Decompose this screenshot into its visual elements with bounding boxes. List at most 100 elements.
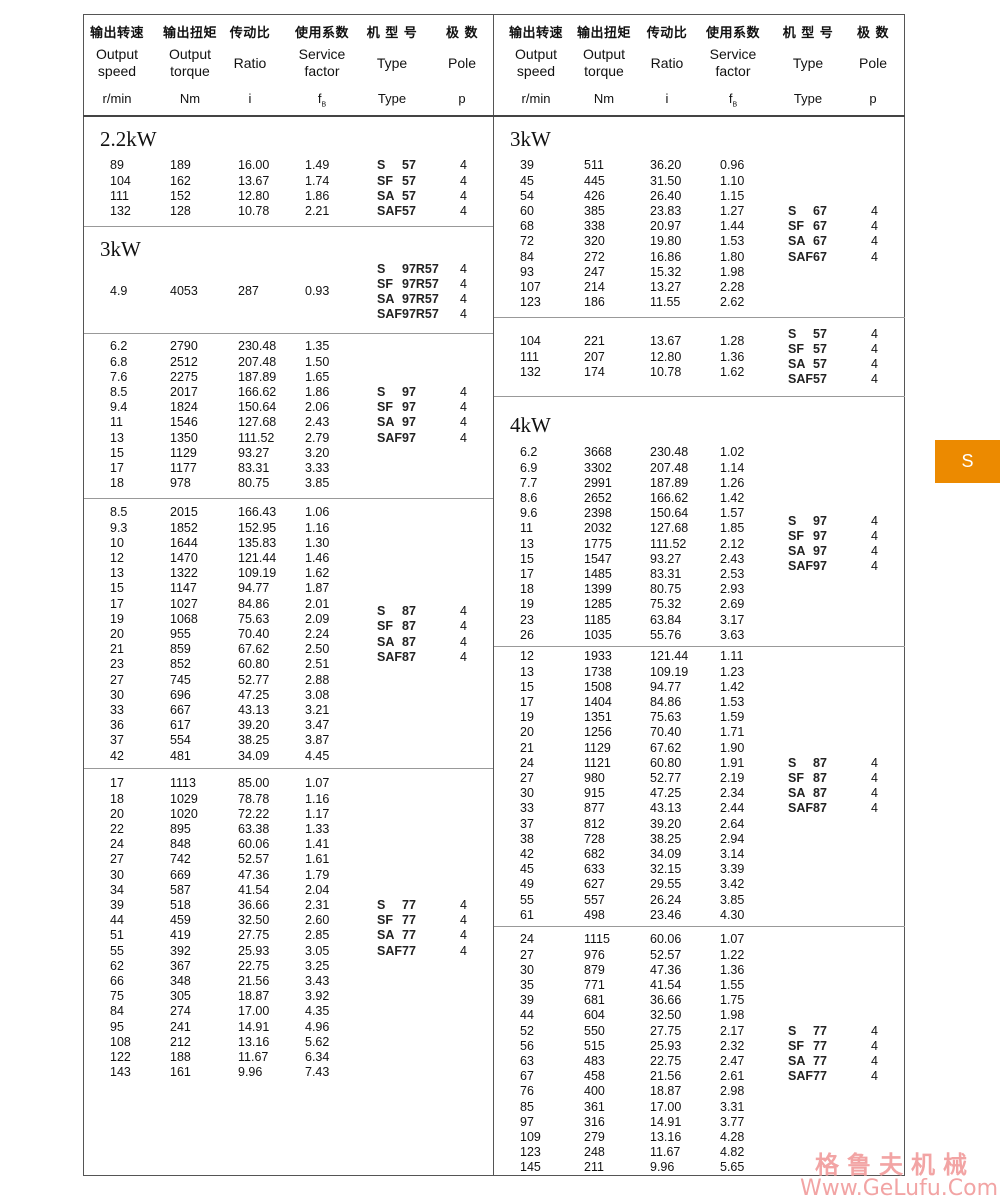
unit-label: i: [248, 91, 252, 106]
cell-speed: 15: [520, 679, 534, 694]
cell-torque: 498: [584, 907, 605, 922]
cell-speed: 24: [110, 837, 124, 852]
cell-ratio: 39.20: [650, 816, 682, 831]
cell-ratio: 18.87: [650, 1084, 682, 1099]
cell-service-factor: 2.61: [720, 1069, 745, 1084]
cell-torque: 848: [170, 837, 191, 852]
cell-speed: 9.4: [110, 400, 128, 415]
cell-ratio: 32.50: [238, 913, 270, 928]
type-size: 97: [402, 400, 416, 415]
cell-speed: 72: [520, 234, 534, 249]
cell-ratio: 70.40: [650, 725, 682, 740]
type-prefix: SAF: [377, 943, 402, 958]
pole-value: 4: [460, 173, 467, 188]
cell-service-factor: 3.77: [720, 1114, 745, 1129]
cell-torque: 915: [584, 786, 605, 801]
type-code: SA 57: [788, 357, 827, 372]
type-prefix: SF: [377, 173, 393, 188]
cell-speed: 132: [110, 204, 131, 218]
cell-speed: 6.2: [110, 339, 128, 354]
type-prefix: SA: [377, 292, 395, 306]
type-size: 87: [813, 771, 827, 785]
cell-speed: 108: [110, 1034, 131, 1049]
type-size: 77: [402, 928, 416, 943]
type-code: SA 87: [377, 635, 416, 650]
cell-ratio: 13.27: [650, 280, 682, 294]
cell-ratio: 187.89: [650, 475, 689, 490]
type-code: SA 97: [788, 544, 827, 559]
cell-service-factor: 2.53: [720, 567, 745, 581]
cell-speed: 123: [520, 295, 541, 310]
cell-speed: 45: [520, 862, 534, 877]
cell-ratio: 63.38: [238, 822, 270, 836]
pole-value: 4: [460, 430, 467, 445]
cell-service-factor: 3.92: [305, 989, 330, 1004]
header-en-line: Service: [709, 46, 757, 62]
cell-torque: 1020: [170, 806, 198, 821]
cell-service-factor: 1.23: [720, 664, 745, 679]
cell-speed: 9.3: [110, 520, 128, 535]
cell-ratio: 207.48: [650, 460, 689, 475]
cell-ratio: 41.54: [650, 978, 682, 992]
cell-service-factor: 1.33: [305, 822, 330, 836]
cell-torque: 1933: [584, 649, 612, 664]
type-prefix: SAF: [377, 204, 402, 218]
cell-service-factor: 3.33: [305, 461, 330, 475]
cell-speed: 55: [110, 943, 124, 958]
cell-torque: 241: [170, 1019, 191, 1034]
pole-value: 4: [460, 292, 467, 306]
cell-speed: 11: [110, 415, 123, 430]
header-en-line: Output: [514, 46, 558, 62]
cell-speed: 104: [110, 173, 131, 188]
cell-torque: 852: [170, 657, 191, 672]
type-size: 57: [813, 372, 827, 387]
cell-ratio: 26.40: [650, 188, 682, 203]
cell-speed: 11: [520, 521, 533, 536]
cell-ratio: 166.62: [650, 491, 689, 505]
cell-service-factor: 1.07: [720, 932, 745, 947]
cell-torque: 627: [584, 877, 605, 892]
pole-value: 4: [871, 1038, 878, 1053]
type-prefix: SA: [377, 188, 395, 203]
type-size: 97: [402, 430, 416, 445]
type-code: S 67: [788, 204, 827, 219]
cell-ratio: 111.52: [238, 430, 275, 445]
cell-torque: 445: [584, 173, 605, 188]
type-prefix: S: [377, 385, 386, 399]
type-size: 57: [813, 357, 827, 372]
cell-torque: 554: [170, 733, 191, 748]
cell-ratio: 94.77: [238, 581, 270, 596]
cell-service-factor: 2.50: [305, 642, 330, 657]
pole-value: 4: [460, 276, 467, 291]
cell-service-factor: 3.20: [305, 445, 330, 460]
cell-service-factor: 4.30: [720, 907, 745, 922]
cell-torque: 247: [584, 264, 605, 279]
pole-value: 4: [871, 771, 878, 785]
cell-speed: 104: [520, 334, 541, 349]
cell-service-factor: 1.91: [720, 755, 745, 770]
cell-ratio: 17.00: [650, 1099, 682, 1114]
cell-torque: 189: [170, 158, 191, 173]
type-size: 57: [402, 204, 416, 218]
cell-torque: 161: [170, 1065, 191, 1080]
cell-speed: 37: [520, 816, 534, 831]
cell-torque: 305: [170, 989, 191, 1004]
type-prefix: SA: [377, 415, 395, 430]
header-zh-type: 机 型 号: [366, 26, 418, 41]
side-tab-s[interactable]: S: [935, 440, 1000, 483]
cell-speed: 18: [520, 582, 534, 597]
cell-speed: 95: [110, 1019, 124, 1034]
cell-ratio: 83.31: [238, 461, 270, 475]
pole-value: 4: [460, 634, 467, 649]
cell-ratio: 47.25: [650, 786, 682, 801]
pole-value: 4: [871, 559, 878, 574]
cell-speed: 27: [110, 672, 124, 687]
cell-ratio: 25.93: [238, 943, 270, 958]
cell-speed: 30: [520, 962, 534, 977]
column-divider: [493, 14, 494, 1176]
cell-service-factor: 1.86: [305, 188, 330, 203]
cell-torque: 1508: [584, 679, 612, 694]
cell-torque: 1285: [584, 597, 612, 612]
unit-label: f: [317, 91, 322, 106]
cell-ratio: 111.52: [650, 536, 687, 551]
